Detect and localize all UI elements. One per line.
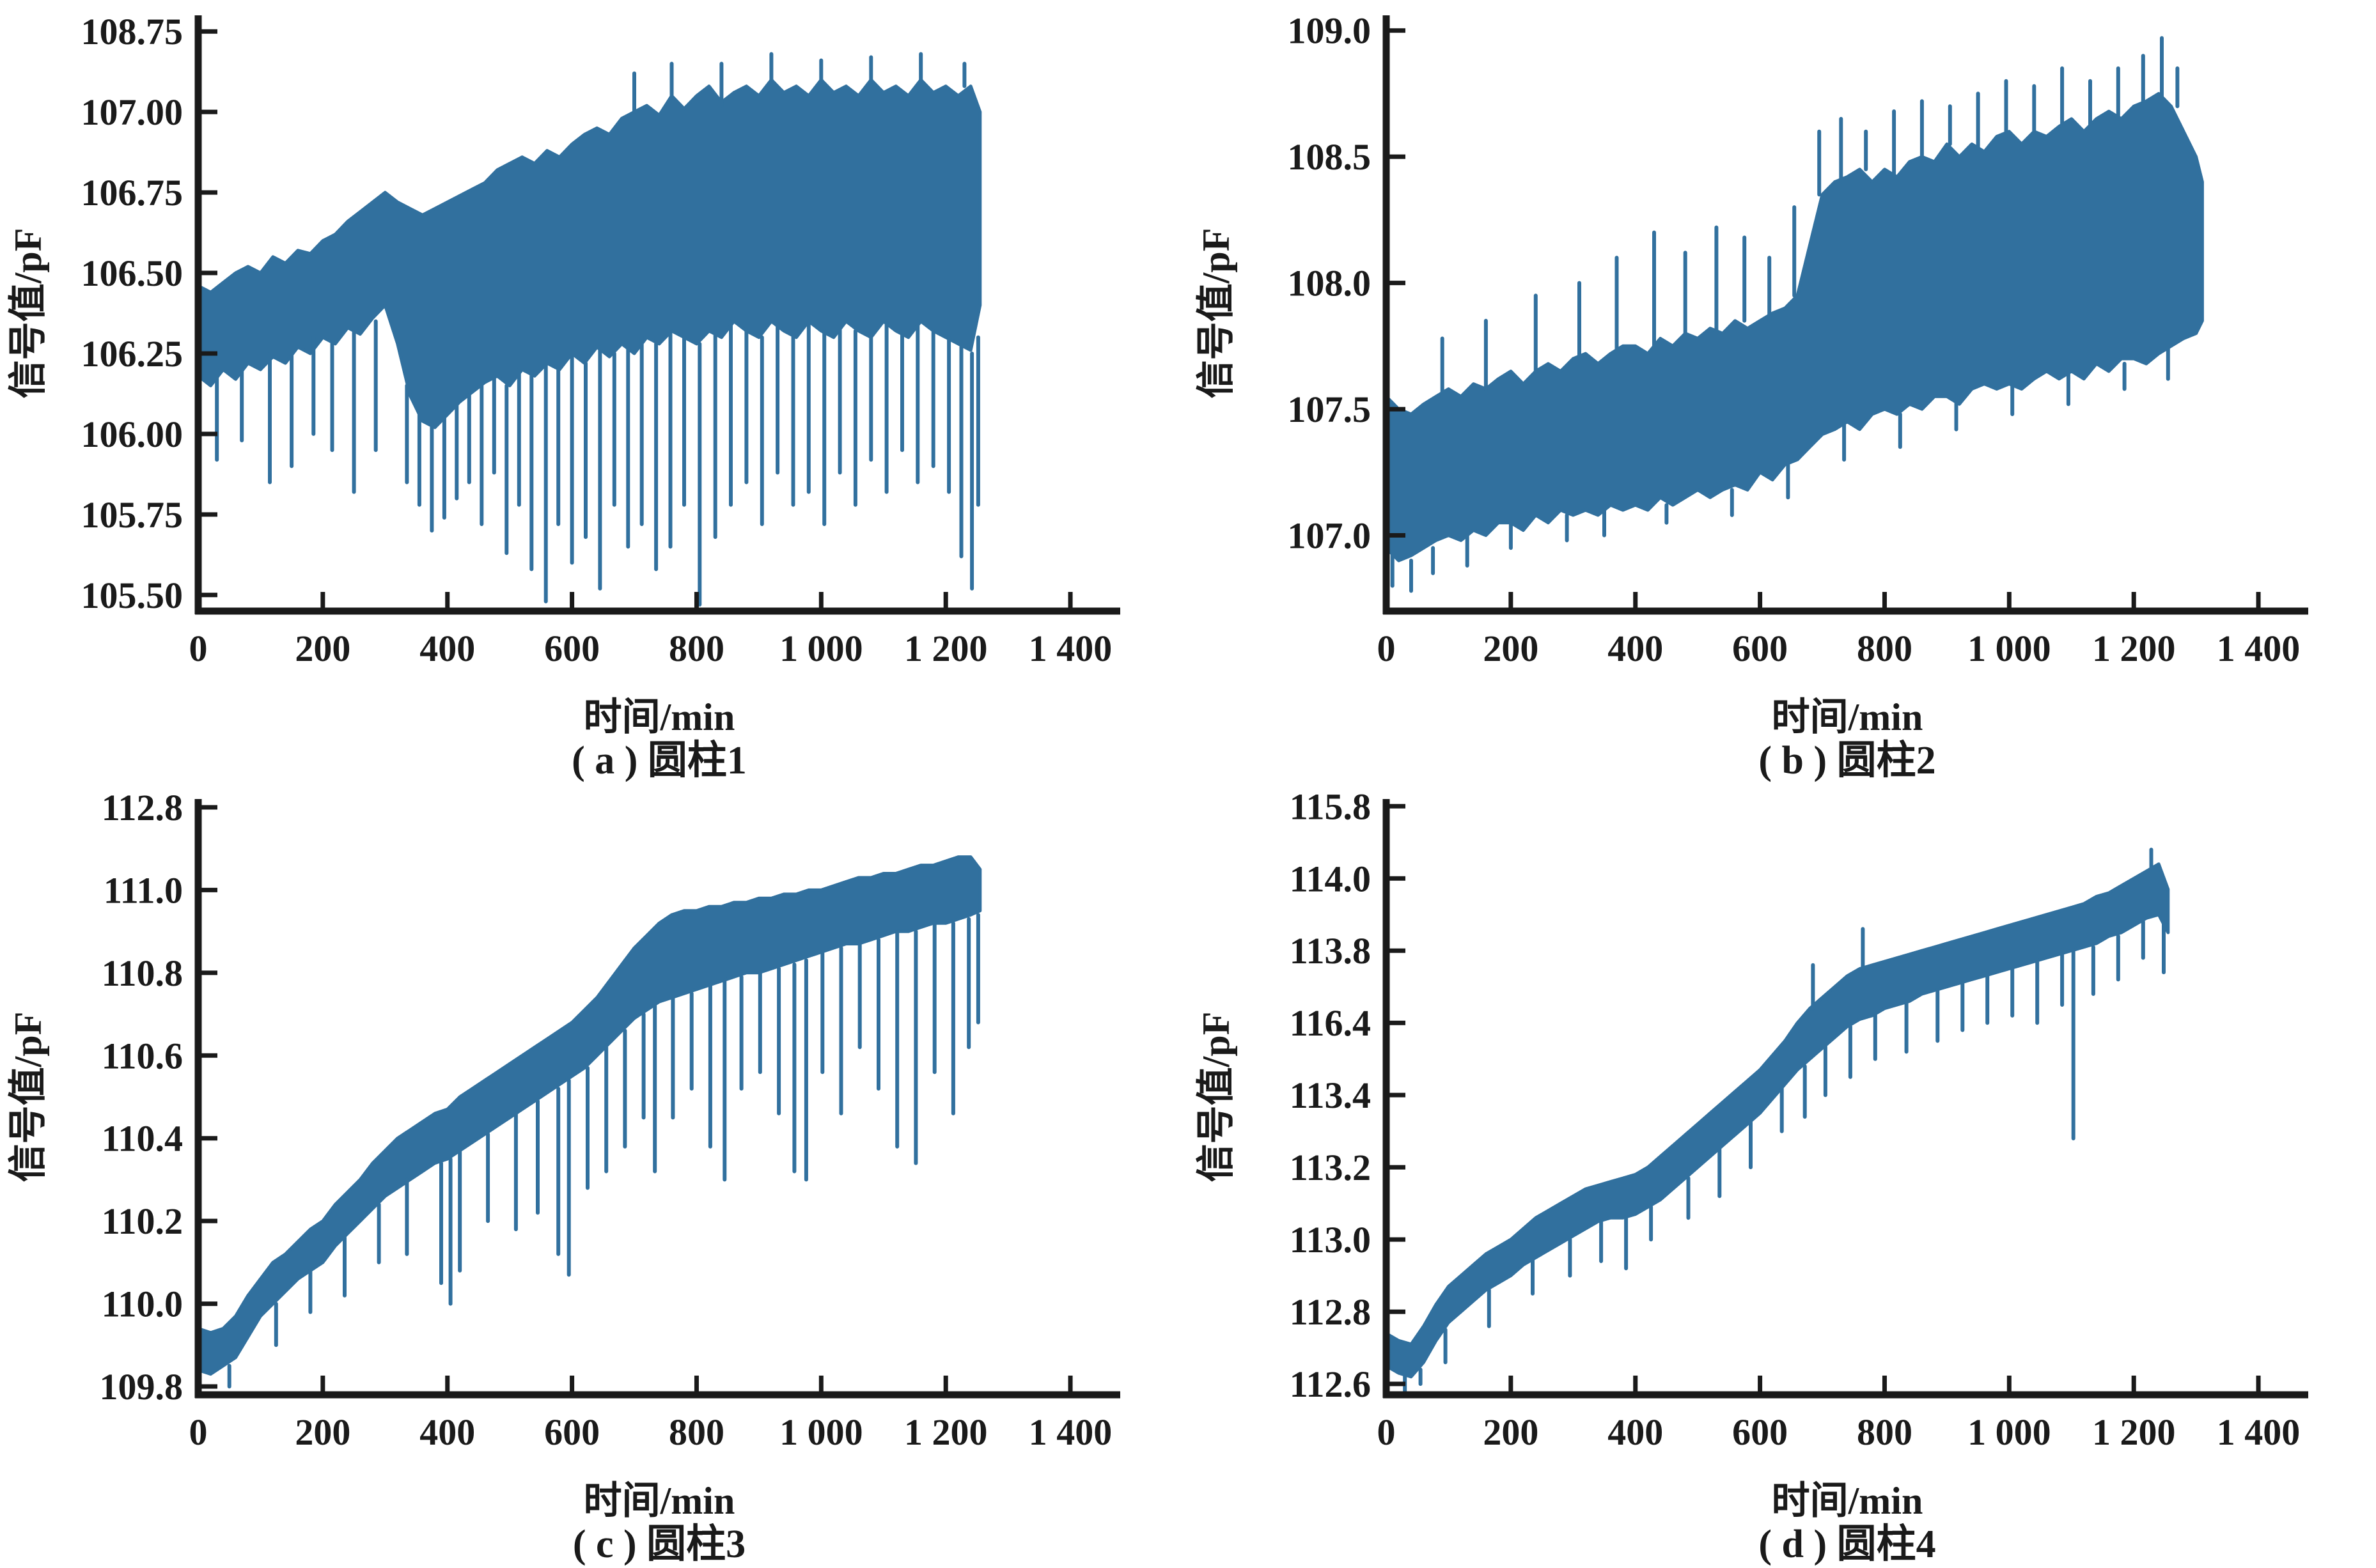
svg-text:600: 600 [544,628,600,669]
svg-text:1 200: 1 200 [2092,628,2176,669]
svg-text:时间/min: 时间/min [1772,696,1923,738]
svg-text:信号值/pF: 信号值/pF [7,228,49,399]
svg-text:400: 400 [419,1411,475,1453]
svg-text:106.50: 106.50 [81,252,184,294]
svg-text:1 400: 1 400 [2217,628,2301,669]
svg-text:115.8: 115.8 [1290,786,1371,827]
svg-text:107.00: 107.00 [81,91,184,133]
svg-text:信号值/pF: 信号值/pF [1195,1012,1237,1183]
svg-text:800: 800 [1857,628,1912,669]
svg-text:400: 400 [1607,1411,1663,1453]
svg-text:200: 200 [295,1411,350,1453]
svg-text:800: 800 [669,628,724,669]
signal-chart-cylinder-2: 107.0 107.5 108.0 108.5 109.0 0 200 400 600 800 1 … [1195,10,2308,738]
svg-text:1 400: 1 400 [1029,628,1113,669]
svg-text:1 000: 1 000 [1967,628,2051,669]
svg-text:112.8: 112.8 [1290,1291,1371,1333]
svg-text:1 000: 1 000 [779,1411,863,1453]
svg-text:600: 600 [1732,1411,1788,1453]
svg-text:110.8: 110.8 [102,952,183,994]
svg-text:时间/min: 时间/min [584,1480,735,1522]
svg-text:0: 0 [1377,628,1396,669]
svg-text:0: 0 [189,1411,208,1453]
svg-text:1 400: 1 400 [1029,1411,1113,1453]
signal-chart-cylinder-1: 105.50 105.75 106.00 106.25 106.50 106.75 107.… [7,11,1120,738]
svg-text:108.0: 108.0 [1288,263,1372,304]
svg-text:111.0: 111.0 [104,869,183,911]
subplot-caption-d: ( d ) 圆柱4 [1758,1523,1936,1566]
subplot-a: 105.50 105.75 106.00 106.25 106.50 106.75 107.… [0,0,1188,784]
subplot-c: 109.8 110.0 110.2 110.4 110.6 110.8 111.0 112.8… [0,784,1188,1567]
svg-text:600: 600 [544,1411,600,1453]
svg-text:800: 800 [1857,1411,1912,1453]
svg-text:400: 400 [1607,628,1663,669]
svg-text:112.6: 112.6 [1290,1363,1371,1405]
svg-text:109.0: 109.0 [1288,10,1372,52]
svg-text:信号值/pF: 信号值/pF [7,1012,49,1183]
svg-text:108.75: 108.75 [81,11,184,52]
svg-text:1 400: 1 400 [2217,1411,2301,1453]
svg-text:109.8: 109.8 [100,1366,184,1408]
svg-text:1 200: 1 200 [904,628,988,669]
svg-text:112.8: 112.8 [102,787,183,828]
svg-text:113.4: 113.4 [1290,1075,1371,1116]
svg-text:108.5: 108.5 [1288,136,1372,178]
svg-text:时间/min: 时间/min [1772,1480,1923,1522]
subplot-caption-c: ( c ) 圆柱3 [572,1523,746,1566]
svg-text:110.4: 110.4 [102,1118,183,1160]
svg-text:116.4: 116.4 [1290,1002,1371,1044]
svg-text:106.25: 106.25 [81,333,184,375]
signal-chart-cylinder-3: 109.8 110.0 110.2 110.4 110.6 110.8 111.0 112.8… [7,787,1120,1522]
svg-text:105.75: 105.75 [81,494,184,536]
svg-text:105.50: 105.50 [81,575,184,616]
svg-text:106.75: 106.75 [81,172,184,213]
svg-text:1 200: 1 200 [2092,1411,2176,1453]
svg-text:113.2: 113.2 [1290,1147,1371,1188]
svg-text:0: 0 [189,628,208,669]
svg-text:1 000: 1 000 [1967,1411,2051,1453]
svg-text:200: 200 [295,628,350,669]
svg-text:107.5: 107.5 [1288,389,1372,430]
subplot-caption-b: ( b ) 圆柱2 [1758,739,1936,782]
svg-text:114.0: 114.0 [1290,858,1371,899]
svg-text:110.6: 110.6 [102,1035,183,1076]
svg-text:200: 200 [1483,628,1538,669]
subplot-d: 112.6 112.8 113.0 113.2 113.4 116.4 113.8 114.0… [1188,784,2376,1567]
svg-text:1 200: 1 200 [904,1411,988,1453]
svg-text:200: 200 [1483,1411,1538,1453]
svg-text:107.0: 107.0 [1288,515,1372,557]
subplot-b: 107.0 107.5 108.0 108.5 109.0 0 200 400 600 800 1 … [1188,0,2376,784]
svg-text:110.2: 110.2 [102,1200,183,1242]
svg-text:113.8: 113.8 [1290,930,1371,972]
signal-chart-cylinder-4: 112.6 112.8 113.0 113.2 113.4 116.4 113.8 114.0… [1195,786,2308,1522]
svg-text:106.00: 106.00 [81,414,184,455]
svg-text:113.0: 113.0 [1290,1219,1371,1261]
svg-text:600: 600 [1732,628,1788,669]
svg-text:800: 800 [669,1411,724,1453]
svg-text:400: 400 [419,628,475,669]
svg-text:110.0: 110.0 [102,1284,183,1325]
subplot-caption-a: ( a ) 圆柱1 [572,739,747,782]
svg-text:时间/min: 时间/min [584,696,735,738]
svg-text:信号值/pF: 信号值/pF [1195,228,1237,399]
svg-text:1 000: 1 000 [779,628,863,669]
svg-text:0: 0 [1377,1411,1396,1453]
